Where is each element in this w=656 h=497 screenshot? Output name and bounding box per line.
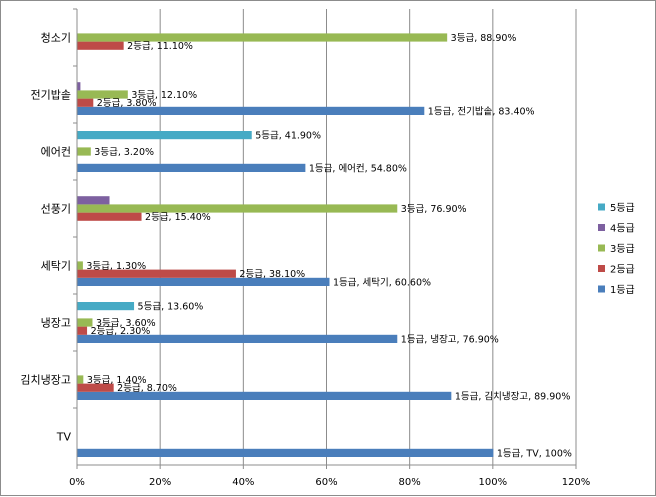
legend-swatch <box>598 224 605 231</box>
x-tick-label: 20% <box>149 477 171 488</box>
data-labels: 1등급, TV, 100% 1등급, 김치냉장고, 89.90% 1등급, 냉장고,… <box>86 33 572 459</box>
bar <box>77 391 452 400</box>
x-tick-label: 80% <box>399 477 421 488</box>
axes: 0% 20% 40% 60% 80% 100% 120% TV 김치냉장고 냉장고 세탁기 선풍기 에어… <box>20 8 591 488</box>
bar <box>77 98 94 107</box>
bar <box>77 82 81 91</box>
data-label: 1등급, 냉장고, 76.90% <box>401 334 499 345</box>
bar <box>77 334 398 343</box>
bar <box>77 33 448 42</box>
bar <box>77 375 84 384</box>
bar <box>77 302 135 311</box>
data-label: 3등급, 1.40% <box>87 375 147 386</box>
data-label: 2등급, 3.80% <box>97 98 157 109</box>
data-label: 3등급, 76.90% <box>401 204 467 215</box>
data-label: 5등급, 41.90% <box>255 131 321 142</box>
legend-label: 5등급 <box>610 202 635 214</box>
data-label: 1등급, 전기밥솥, 83.40% <box>428 106 535 117</box>
x-tick-label: 100% <box>479 477 508 488</box>
data-label: 5등급, 13.60% <box>138 302 204 313</box>
data-label: 2등급, 8.70% <box>117 383 177 394</box>
data-label: 2등급, 15.40% <box>145 212 211 223</box>
category-label: 냉장고 <box>41 317 71 330</box>
bar <box>77 261 83 270</box>
legend-label: 3등급 <box>610 243 635 255</box>
bar <box>77 106 425 115</box>
data-label: 3등급, 1.30% <box>86 261 146 272</box>
bars <box>77 33 494 457</box>
legend-swatch <box>598 244 605 252</box>
bar <box>77 212 142 221</box>
data-label: 3등급, 3.20% <box>94 147 154 158</box>
bar <box>77 163 306 172</box>
data-label: 1등급, 세탁기, 60.60% <box>333 276 431 288</box>
x-tick-label: 0% <box>69 477 85 488</box>
bar <box>77 204 398 213</box>
legend-swatch <box>598 203 605 211</box>
bar <box>77 448 494 457</box>
bar <box>77 147 91 156</box>
data-label: 3등급, 12.10% <box>131 90 197 101</box>
legend-label: 4등급 <box>610 223 635 235</box>
category-label: 전기밥솥 <box>31 89 71 102</box>
category-label: 에어컨 <box>41 146 71 159</box>
category-label: 선풍기 <box>41 203 71 216</box>
bar <box>77 90 128 99</box>
x-tick-label: 120% <box>562 477 591 488</box>
bar <box>77 318 93 327</box>
legend-label: 1등급 <box>610 284 635 296</box>
category-label: 세탁기 <box>41 260 71 273</box>
data-label: 3등급, 88.90% <box>451 33 517 44</box>
data-label: 2등급, 11.10% <box>127 41 193 52</box>
bar <box>77 131 252 140</box>
bar <box>77 41 124 50</box>
data-label: 1등급, TV, 100% <box>497 448 572 459</box>
legend-swatch <box>598 265 605 272</box>
category-label: TV <box>56 431 72 444</box>
data-label: 1등급, 김치냉장고, 89.90% <box>455 390 571 402</box>
data-label: 2등급, 2.30% <box>91 326 151 337</box>
legend-swatch <box>598 285 605 293</box>
gridlines <box>159 9 577 465</box>
data-label: 3등급, 3.60% <box>96 318 156 329</box>
bar <box>77 269 236 278</box>
bar <box>77 383 114 392</box>
bar <box>77 196 110 205</box>
bar <box>77 326 88 335</box>
x-tick-label: 60% <box>315 477 337 488</box>
category-label: 김치냉장고 <box>20 374 71 387</box>
x-tick-label: 40% <box>232 477 254 488</box>
data-label: 2등급, 38.10% <box>239 269 305 280</box>
category-label: 청소기 <box>41 32 71 45</box>
legend: 5등급 4등급 3등급 2등급 1등급 <box>598 202 635 296</box>
bar <box>77 277 330 286</box>
legend-label: 2등급 <box>610 264 635 276</box>
data-label: 1등급, 에어컨, 54.80% <box>309 163 407 174</box>
